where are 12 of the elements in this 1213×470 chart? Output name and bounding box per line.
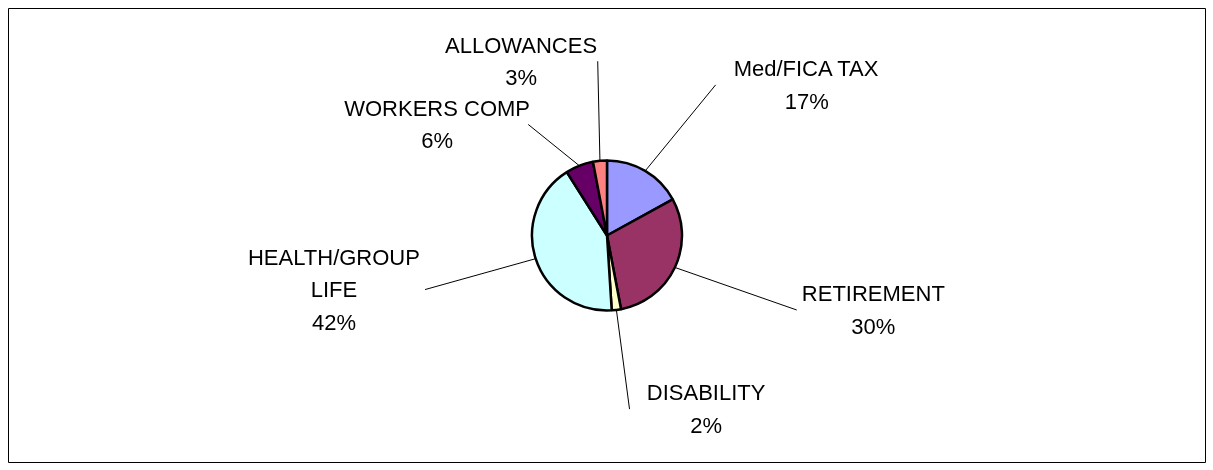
slice-label: Med/FICA TAX	[733, 56, 879, 82]
slice-label: WORKERS COMP	[344, 95, 531, 121]
data-label: 30%	[851, 313, 896, 339]
data-label: 2%	[690, 412, 723, 438]
data-label: 17%	[784, 88, 829, 114]
data-label: 42%	[311, 309, 356, 335]
slice-label: RETIREMENT	[801, 281, 945, 307]
data-label: 3%	[505, 65, 537, 91]
slice-label: DISABILITY	[646, 380, 766, 406]
data-label: 6%	[421, 128, 454, 154]
slice-label: HEALTH/GROUP LIFE	[247, 244, 420, 303]
slice-label: ALLOWANCES	[445, 32, 598, 58]
